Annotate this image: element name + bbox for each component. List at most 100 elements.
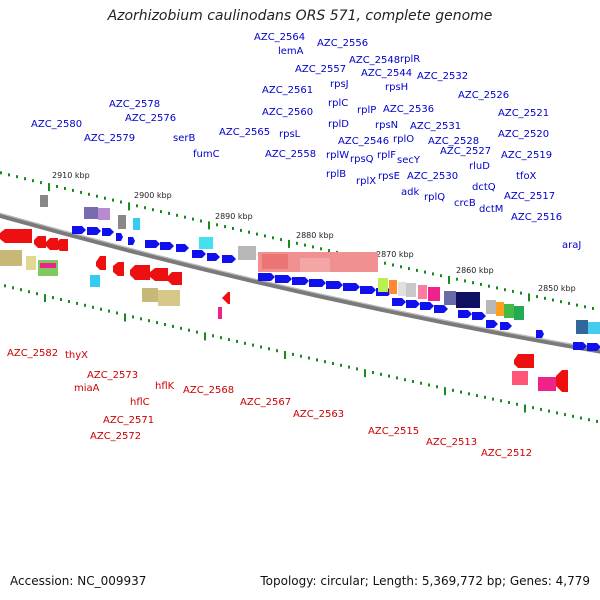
tick-mark	[356, 367, 358, 371]
tick-mark	[312, 245, 314, 249]
tick-mark	[268, 347, 270, 351]
tick-mark	[480, 282, 482, 286]
tick-mark	[76, 301, 78, 305]
tick-mark	[536, 295, 538, 299]
tick-mark	[144, 206, 146, 210]
tick-mark	[276, 349, 278, 353]
gene-label: AZC_2576	[125, 113, 176, 124]
tick-mark	[100, 307, 102, 311]
tick-mark	[88, 192, 90, 196]
kbp-label: 2880 kbp	[296, 231, 334, 240]
gene-label: dctQ	[472, 182, 496, 193]
tick-mark	[592, 307, 594, 310]
gene-label: rpsH	[385, 82, 408, 93]
tick-mark	[4, 284, 6, 288]
tick-mark	[492, 397, 494, 401]
tick-mark	[540, 407, 542, 411]
tick-mark	[12, 286, 14, 290]
tick-mark	[516, 402, 518, 406]
tick-mark	[64, 187, 66, 190]
tick-mark	[84, 303, 86, 307]
gene-label: rplQ	[424, 192, 445, 203]
tick-track	[0, 171, 598, 423]
tick-mark	[164, 323, 166, 326]
tick-mark	[252, 343, 254, 347]
tick-mark	[288, 239, 290, 248]
gene-label: AZC_2572	[90, 431, 141, 442]
gene-label: lemA	[278, 46, 304, 57]
tick-mark	[528, 293, 530, 302]
gene-label: rplR	[400, 54, 420, 65]
gene-label: rpsQ	[350, 154, 374, 165]
tick-mark	[116, 311, 118, 315]
gene-label: hflC	[130, 397, 150, 408]
gene-label: tfoX	[516, 171, 537, 182]
tick-mark	[520, 291, 522, 295]
gene-label: AZC_2527	[440, 146, 491, 157]
tick-mark	[0, 171, 2, 175]
gene-label: rplF	[377, 150, 396, 161]
kbp-labels: 2910 kbp 2900 kbp 2890 kbp 2880 kbp 2870…	[52, 171, 576, 293]
gene-label: AZC_2563	[293, 409, 344, 420]
gene-label: AZC_2565	[219, 127, 270, 138]
tick-mark	[48, 183, 50, 192]
gene-label: AZC_2582	[7, 348, 58, 359]
gene-label: AZC_2579	[84, 133, 135, 144]
tick-mark	[556, 411, 558, 415]
gene-label: AZC_2519	[501, 150, 552, 161]
gene-label: AZC_2556	[317, 38, 368, 49]
kbp-label: 2850 kbp	[538, 284, 576, 293]
tick-mark	[32, 179, 34, 183]
tick-mark	[308, 356, 310, 360]
tick-mark	[320, 247, 322, 251]
tick-mark	[564, 413, 566, 417]
gene-label: AZC_2544	[361, 68, 412, 79]
gene-label: AZC_2520	[498, 129, 549, 140]
genome-title: Azorhizobium caulinodans ORS 571, comple…	[107, 8, 493, 24]
gene-label: AZC_2516	[511, 212, 562, 223]
gene-label: AZC_2512	[481, 448, 532, 459]
tick-mark	[400, 265, 402, 269]
tick-mark	[152, 208, 154, 212]
tick-mark	[72, 188, 74, 192]
gene-label: adk	[401, 187, 419, 198]
gene-label: crcB	[454, 198, 476, 209]
tick-mark	[168, 211, 170, 215]
tick-mark	[256, 232, 258, 236]
genome-backbone	[0, 212, 600, 354]
tick-mark	[408, 267, 410, 271]
tick-mark	[20, 288, 22, 292]
tick-mark	[160, 210, 162, 214]
tick-mark	[208, 221, 210, 230]
tick-mark	[176, 213, 178, 217]
gene-label: AZC_2530	[407, 171, 458, 182]
kbp-label: 2900 kbp	[134, 191, 172, 200]
tick-mark	[132, 315, 134, 319]
tick-mark	[544, 296, 546, 300]
tick-mark	[92, 305, 94, 309]
gene-label: dctM	[479, 204, 503, 215]
tick-mark	[340, 363, 342, 367]
tick-mark	[80, 190, 82, 194]
gene-label: AZC_2532	[417, 71, 468, 82]
gene-label: rplO	[393, 134, 414, 145]
tick-mark	[512, 289, 514, 293]
tick-mark	[548, 409, 550, 413]
tick-mark	[456, 277, 458, 281]
gene-label: araJ	[562, 240, 581, 251]
tick-mark	[212, 334, 214, 338]
tick-mark	[444, 387, 446, 396]
tick-mark	[432, 272, 434, 276]
tick-mark	[300, 354, 302, 358]
tick-mark	[220, 336, 222, 340]
tick-mark	[16, 175, 18, 179]
tick-mark	[380, 372, 382, 376]
tick-mark	[272, 236, 274, 240]
tick-mark	[484, 395, 486, 399]
tick-mark	[264, 234, 266, 238]
gene-label: secY	[397, 155, 421, 166]
tick-mark	[568, 301, 570, 305]
tick-mark	[24, 177, 26, 181]
gene-label: rpsN	[375, 120, 398, 131]
tick-mark	[412, 380, 414, 383]
